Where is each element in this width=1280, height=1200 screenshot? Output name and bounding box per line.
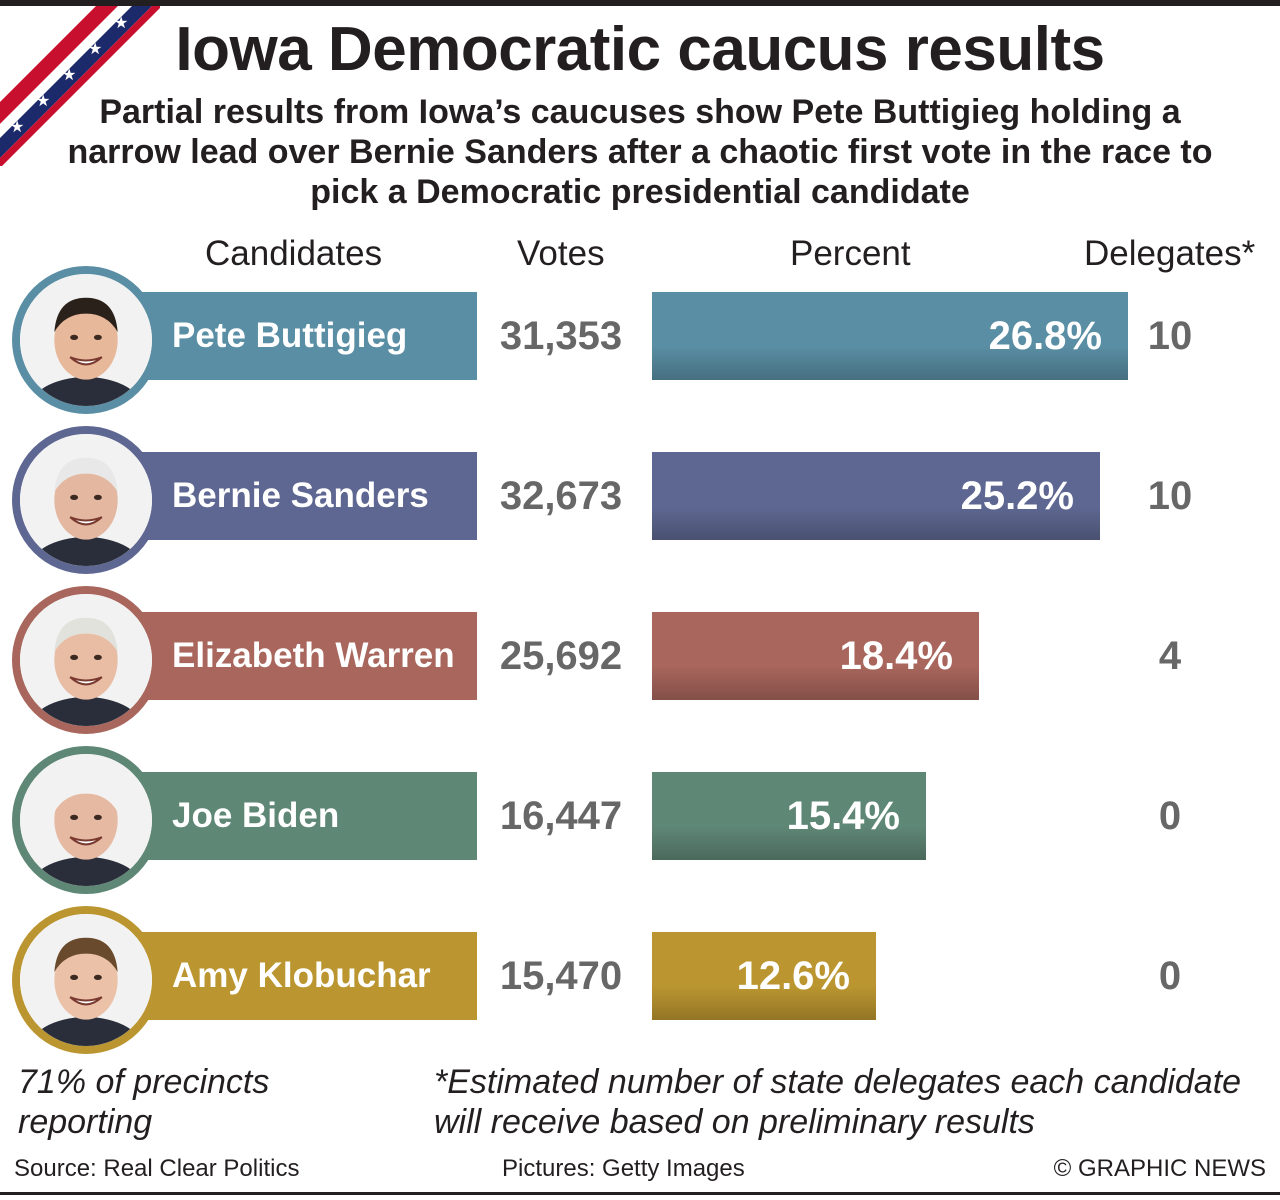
candidate-name: Elizabeth Warren	[172, 636, 455, 675]
column-header-delegates: Delegates*	[1084, 234, 1256, 273]
percent-label: 18.4%	[839, 634, 953, 678]
candidate-row: Amy Klobuchar 15,470 12.6% 0	[0, 900, 1280, 1060]
percent-bar: 18.4%	[652, 612, 979, 700]
candidate-delegates: 4	[1158, 634, 1182, 678]
bottom-rule	[0, 1192, 1280, 1195]
chart-title: Iowa Democratic caucus results	[175, 15, 1105, 84]
svg-text:★: ★	[10, 117, 24, 136]
candidate-portrait	[12, 266, 160, 414]
candidate-row: Joe Biden 16,447 15.4% 0	[0, 740, 1280, 900]
candidate-name: Joe Biden	[172, 796, 340, 835]
percent-bar: 12.6%	[652, 932, 876, 1020]
column-header-percent: Percent	[790, 234, 911, 273]
percent-label: 25.2%	[960, 474, 1074, 518]
pictures-credit: Pictures: Getty Images	[502, 1155, 745, 1182]
percent-label: 26.8%	[988, 314, 1102, 358]
percent-bar-shade	[652, 986, 876, 1020]
candidate-portrait	[12, 906, 160, 1054]
candidate-delegates: 0	[1158, 794, 1182, 838]
percent-bar-shade	[652, 826, 926, 860]
candidate-portrait	[12, 746, 160, 894]
copyright-credit: © GRAPHIC NEWS	[1053, 1155, 1266, 1182]
precincts-note: 71% of precincts reporting	[18, 1063, 270, 1141]
percent-bar: 15.4%	[652, 772, 926, 860]
candidate-row: Bernie Sanders 32,673 25.2% 10	[0, 420, 1280, 580]
candidate-votes: 31,353	[499, 314, 623, 358]
top-rule	[0, 0, 1280, 6]
percent-bar: 26.8%	[652, 292, 1128, 380]
column-header-votes: Votes	[517, 234, 605, 273]
candidate-delegates: 10	[1147, 314, 1193, 358]
candidate-votes: 16,447	[499, 794, 623, 838]
percent-bar-shade	[652, 346, 1128, 380]
delegates-footnote: *Estimated number of state delegates eac…	[434, 1063, 1242, 1141]
percent-bar: 25.2%	[652, 452, 1100, 540]
candidate-name: Amy Klobuchar	[172, 956, 431, 995]
candidate-votes: 25,692	[499, 634, 623, 678]
candidate-row: Elizabeth Warren 25,692 18.4% 4	[0, 580, 1280, 740]
percent-bar-shade	[652, 506, 1100, 540]
flag-ribbon-icon: ★ ★ ★ ★ ★	[0, 6, 160, 166]
svg-text:★: ★	[88, 39, 102, 58]
candidate-portrait	[12, 586, 160, 734]
svg-text:★: ★	[62, 65, 76, 84]
chart-subtitle: Partial results from Iowa’s caucuses sho…	[67, 93, 1213, 211]
candidate-votes: 32,673	[499, 474, 623, 518]
candidate-row: Pete Buttigieg 31,353 26.8% 10	[0, 260, 1280, 420]
candidate-name: Pete Buttigieg	[172, 316, 408, 355]
source-credit: Source: Real Clear Politics	[14, 1155, 300, 1182]
svg-text:★: ★	[36, 91, 50, 110]
percent-bar-shade	[652, 666, 979, 700]
svg-text:★: ★	[114, 13, 128, 32]
candidate-delegates: 10	[1147, 474, 1193, 518]
candidate-name: Bernie Sanders	[172, 476, 429, 515]
candidate-delegates: 0	[1158, 954, 1182, 998]
candidate-portrait	[12, 426, 160, 574]
column-header-candidates: Candidates	[205, 234, 383, 273]
percent-label: 12.6%	[736, 954, 850, 998]
percent-label: 15.4%	[786, 794, 900, 838]
candidate-votes: 15,470	[499, 954, 623, 998]
